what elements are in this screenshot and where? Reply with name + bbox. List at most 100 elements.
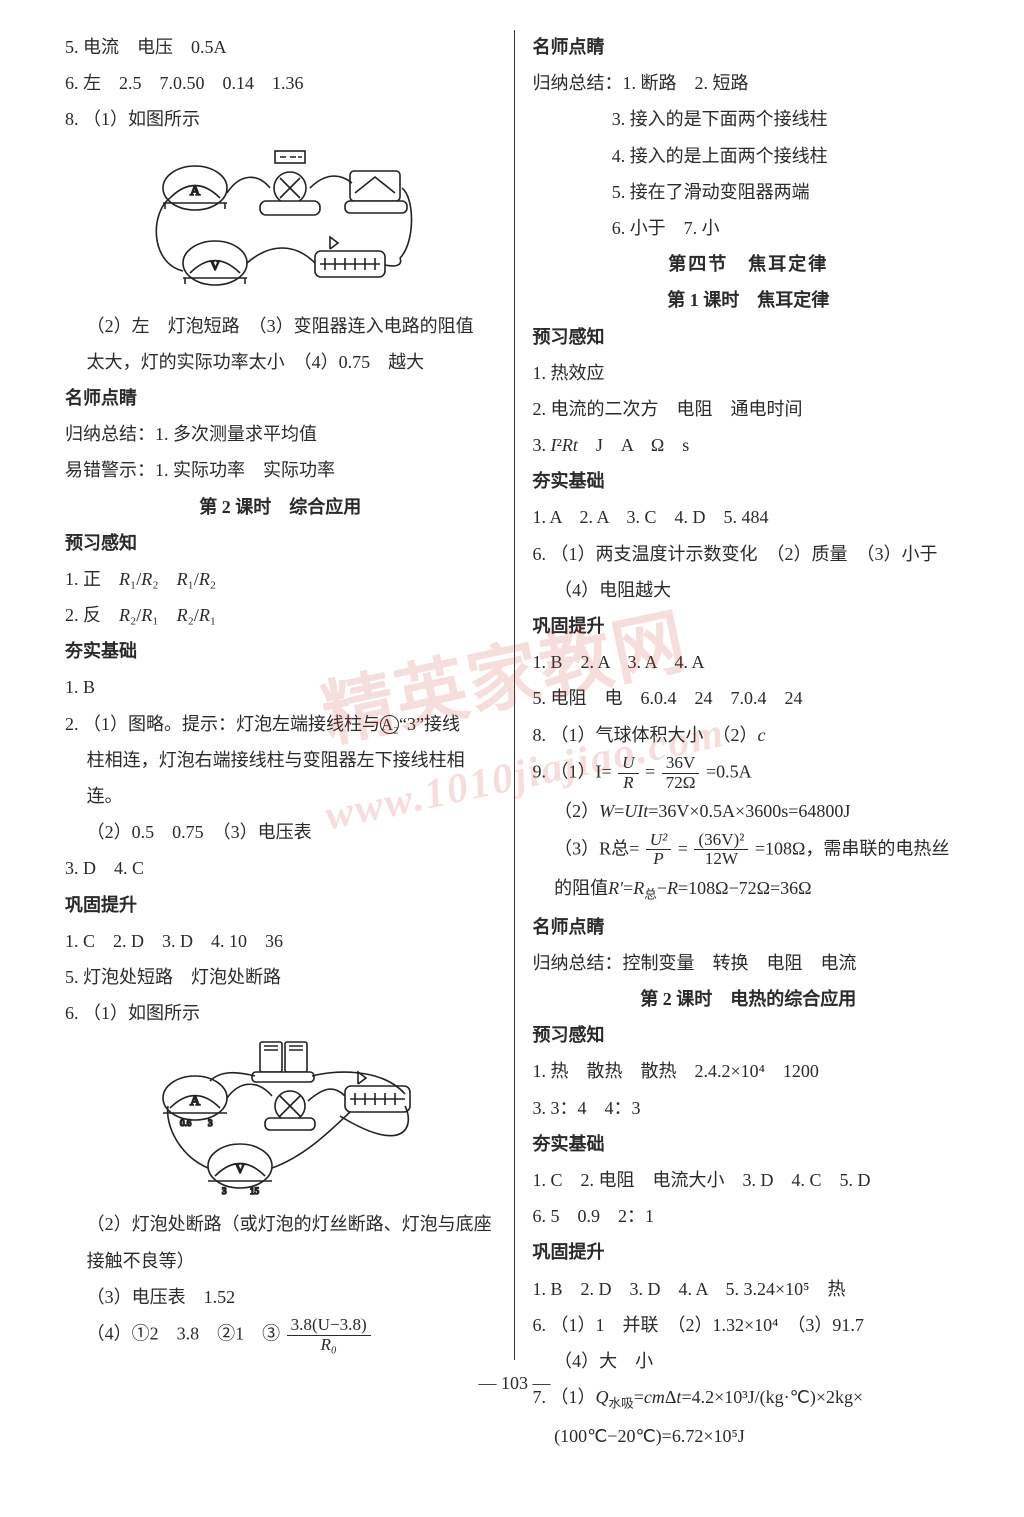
fraction: U² P [646,831,671,870]
text-line: （4）大 小 [533,1344,965,1378]
text-line: 1. A 2. A 3. C 4. D 5. 484 [533,500,965,534]
text-line: 2. （1）图略。提示：灯泡左端接线柱与A₂“3”接线 [65,707,496,741]
text-line: （4）①2 3.8 ②1 ③ 3.8(U−3.8) R₀ [65,1316,496,1355]
text-line: 1. 热效应 [533,356,965,390]
fraction: 36V 72Ω [662,754,700,793]
text-line: 易错警示：1. 实际功率 实际功率 [65,453,496,487]
fraction: 3.8(U−3.8) R₀ [287,1316,371,1355]
text-span: =108Ω，需串联的电热丝 [755,838,950,858]
text-line: 归纳总结：控制变量 转换 电阻 电流 [533,946,965,980]
section-heading: 预习感知 [533,1018,965,1052]
fraction-numerator: (36V)² [694,831,748,851]
fraction: (36V)² 12W [694,831,748,870]
text-line: 太大，灯的实际功率太小 （4）0.75 越大 [65,345,496,379]
text-span: = [678,838,688,858]
text-line: 3. I²Rt J A Ω s [533,428,965,462]
text-span: 2. （1）图略。提示：灯泡左端接线柱与 [65,714,380,734]
text-span: = [645,761,655,781]
svg-text:V: V [210,259,220,274]
text-line: 3. 3：4 4：3 [533,1091,965,1125]
fraction-denominator: R [618,774,638,793]
text-line: （3）R总= U² P = (36V)² 12W =108Ω，需串联的电热丝 [533,831,965,870]
text-line: 1. C 2. D 3. D 4. 10 36 [65,924,496,958]
text-line: 5. 电阻 电 6.0.4 24 7.0.4 24 [533,681,965,715]
section-heading: 巩固提升 [65,888,496,922]
text-line: 5. 接在了滑动变阻器两端 [533,175,965,209]
text-span: “3”接线 [399,714,460,734]
fraction-numerator: 3.8(U−3.8) [287,1316,371,1336]
text-line: 6. 5 0.9 2：1 [533,1199,965,1233]
text-line: 2. 反 R₂/R₁ R₂/R₁ [65,598,496,632]
section-heading: 名师点睛 [533,910,965,944]
lesson-heading: 第 2 课时 综合应用 [65,490,496,524]
svg-text:A: A [190,1094,201,1109]
text-line: （3）电压表 1.52 [65,1280,496,1314]
text-line: (100℃−20℃)=6.72×10⁵J [533,1419,965,1453]
text-line: 接触不良等） [65,1244,496,1278]
svg-text:A: A [190,184,201,199]
text-line: 柱相连，灯泡右端接线柱与变阻器左下接线柱相 [65,743,496,777]
circuit-diagram-2: A 0.6 3 V 3 15 [140,1036,420,1201]
text-line: 的阻值R′=R总−R=108Ω−72Ω=36Ω [533,871,965,908]
text-line: 归纳总结：1. 断路 2. 短路 [533,66,965,100]
text-line: 5. 电流 电压 0.5A [65,30,496,64]
text-line: （2）W=UIt=36V×0.5A×3600s=64800J [533,794,965,828]
svg-text:V: V [235,1162,245,1177]
text-line: 2. 电流的二次方 电阻 通电时间 [533,392,965,426]
fraction-denominator: R₀ [287,1336,371,1355]
section-heading: 巩固提升 [533,1235,965,1269]
svg-text:3: 3 [222,1186,227,1196]
section-heading: 名师点睛 [65,381,496,415]
text-line: 1. C 2. 电阻 电流大小 3. D 4. C 5. D [533,1163,965,1197]
section-heading: 夯实基础 [533,1127,965,1161]
section-heading: 夯实基础 [533,464,965,498]
text-line: 6. （1）如图所示 [65,996,496,1030]
text-line: （2）0.5 0.75 （3）电压表 [65,815,496,849]
left-column: 5. 电流 电压 0.5A 6. 左 2.5 7.0.50 0.14 1.36 … [55,30,515,1360]
svg-text:15: 15 [250,1186,260,1196]
section-heading: 预习感知 [533,320,965,354]
text-span: （4）①2 3.8 ②1 ③ [87,1323,281,1343]
text-line: 1. B 2. A 3. A 4. A [533,645,965,679]
fraction: U R [618,754,638,793]
text-line: 8. （1）如图所示 [65,102,496,136]
chapter-heading: 第四节 焦耳定律 [533,247,965,281]
text-line: 4. 接入的是上面两个接线柱 [533,139,965,173]
fraction-denominator: 12W [694,850,748,869]
fraction-denominator: 72Ω [662,774,700,793]
text-line: （4）电阻越大 [533,573,965,607]
text-line: 1. B 2. D 3. D 4. A 5. 3.24×10⁵ 热 [533,1272,965,1306]
section-heading: 巩固提升 [533,609,965,643]
text-span: =0.5A [706,761,752,781]
text-line: 5. 灯泡处短路 灯泡处断路 [65,960,496,994]
text-line: （2）灯泡处断路（或灯泡的灯丝断路、灯泡与底座 [65,1207,496,1241]
text-line: 连。 [65,779,496,813]
text-line: 6. （1）两支温度计示数变化 （2）质量 （3）小于 [533,537,965,571]
text-line: 6. 左 2.5 7.0.50 0.14 1.36 [65,66,496,100]
text-span: （3）R总= [554,838,639,858]
lesson-heading: 第 1 课时 焦耳定律 [533,283,965,317]
text-line: 归纳总结：1. 多次测量求平均值 [65,417,496,451]
text-line: 1. 正 R₁/R₂ R₁/R₂ [65,562,496,596]
fraction-numerator: 36V [662,754,700,774]
text-line: 6. （1）1 并联 （2）1.32×10⁴ （3）91.7 [533,1308,965,1342]
section-heading: 预习感知 [65,526,496,560]
text-line: 1. 热 散热 散热 2.4.2×10⁴ 1200 [533,1054,965,1088]
text-line: 6. 小于 7. 小 [533,211,965,245]
circled-label: A₂ [380,715,399,734]
fraction-numerator: U² [646,831,671,851]
circuit-diagram-1: A V [140,143,420,303]
two-column-layout: 5. 电流 电压 0.5A 6. 左 2.5 7.0.50 0.14 1.36 … [55,30,974,1360]
lesson-heading: 第 2 课时 电热的综合应用 [533,982,965,1016]
right-column: 名师点睛 归纳总结：1. 断路 2. 短路 3. 接入的是下面两个接线柱 4. … [515,30,975,1360]
svg-text:3: 3 [208,1118,213,1128]
svg-text:0.6: 0.6 [180,1118,192,1128]
text-line: 9. （1）I= U R = 36V 72Ω =0.5A [533,754,965,793]
section-heading: 夯实基础 [65,634,496,668]
text-line: （2）左 灯泡短路 （3）变阻器连入电路的阻值 [65,309,496,343]
text-line: 1. B [65,670,496,704]
fraction-numerator: U [618,754,638,774]
fraction-denominator: P [646,850,671,869]
text-span: 9. （1）I= [533,761,612,781]
text-line: 7. （1）Q水吸=cmΔt=4.2×10³J/(kg·℃)×2kg× [533,1380,965,1417]
